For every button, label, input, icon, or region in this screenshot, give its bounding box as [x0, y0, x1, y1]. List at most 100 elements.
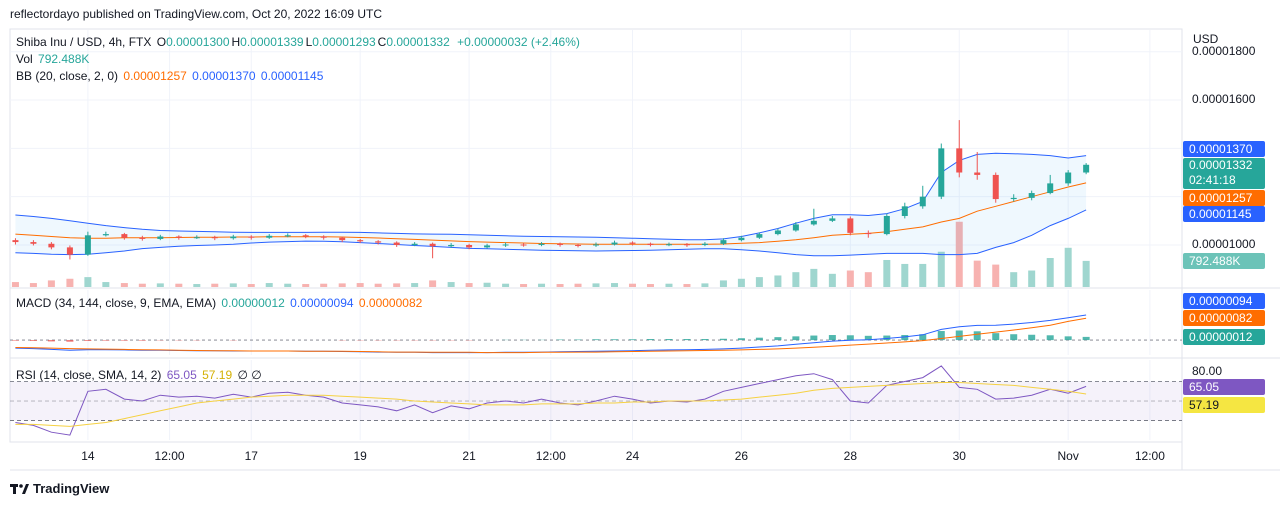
histogram-bar [828, 335, 836, 341]
volume-bar [302, 284, 310, 287]
volume-bar [937, 251, 945, 287]
candle-body [211, 237, 218, 239]
macd-legend: MACD (34, 144, close, 9, EMA, EMA) 0.000… [16, 296, 424, 310]
candle-body [756, 234, 763, 238]
histogram-bar [1028, 334, 1036, 341]
volume-bar [265, 283, 273, 287]
volume-value: 792.488K [38, 52, 90, 66]
volume-bar [1082, 260, 1090, 287]
histogram-bar [11, 340, 19, 341]
candle-body [883, 215, 890, 235]
volume-bar [120, 283, 128, 287]
volume-bar [11, 282, 19, 287]
volume-bar [810, 268, 818, 287]
candle-body [683, 244, 690, 246]
candle-body [411, 243, 418, 245]
ohlc-value: 0.00001300 [166, 35, 230, 49]
candle-body [792, 224, 799, 231]
bb-legend: BB (20, close, 2, 0) 0.00001257 0.000013… [16, 69, 325, 83]
ohlc-label: O [156, 35, 167, 49]
histogram-bar [1082, 336, 1090, 341]
volume-bar [611, 283, 619, 287]
signal-badge: 0.00000082 [1183, 310, 1265, 326]
candle-body [992, 174, 999, 200]
macd-line [15, 317, 1087, 354]
histogram-bar [719, 338, 727, 341]
candle-body [938, 148, 945, 197]
candle-body [121, 234, 128, 238]
y-tick-label: 0.00001600 [1192, 92, 1256, 106]
ohlc-value: 0.00001293 [312, 35, 376, 49]
ohlc-value: 0.00001332 [386, 35, 450, 49]
volume-legend: Vol 792.488K [16, 52, 91, 66]
candle-body [429, 243, 436, 247]
bb-fill [15, 153, 1087, 256]
candle-body [1047, 183, 1054, 194]
axis-title: USD [1193, 32, 1219, 46]
volume-bar [229, 283, 237, 287]
volume-bar [247, 284, 255, 287]
candle-body [919, 196, 926, 207]
candle-body [1028, 193, 1035, 198]
candle-body [1083, 164, 1090, 173]
candle-body [193, 237, 200, 239]
rsi-sma-badge: 57.19 [1183, 397, 1265, 413]
histogram-bar [992, 333, 1000, 341]
volume-bar [683, 284, 691, 287]
candle-body [139, 237, 146, 239]
candle-body [1065, 172, 1072, 184]
candle-body [375, 241, 382, 243]
volume-bar [465, 283, 473, 287]
ohlc: O0.00001300 H0.00001339 L0.00001293 C0.0000… [157, 35, 452, 49]
candle-body [974, 172, 981, 175]
x-tick-label: Nov [1058, 449, 1079, 463]
histogram-bar [955, 330, 963, 341]
histogram-bar [611, 339, 619, 341]
histogram-bar [737, 338, 745, 341]
ohlc-label: C [377, 35, 387, 49]
x-tick-label: 21 [462, 449, 476, 463]
histogram-bar [592, 339, 600, 341]
candle-body [393, 242, 400, 245]
candle-body [502, 244, 509, 246]
volume-bar [374, 283, 382, 287]
candle-body [284, 235, 291, 237]
rsi-name: RSI (14, close, SMA, 14, 2) [16, 368, 162, 382]
candle-body [901, 206, 908, 216]
plot [10, 30, 1182, 440]
bb-upper-badge: 0.00001370 [1183, 141, 1265, 157]
candle-body [357, 240, 364, 242]
histogram-bar [628, 339, 636, 341]
candle-body [48, 243, 55, 248]
macd-badge: 0.00000094 [1183, 293, 1265, 309]
volume-bar [883, 259, 891, 287]
countdown: 02:41:18 [1189, 173, 1236, 187]
volume-bar [665, 283, 673, 287]
volume-bar [792, 272, 800, 287]
candle-body [629, 242, 636, 244]
histogram-bar [774, 337, 782, 341]
x-tick-label: 19 [354, 449, 368, 463]
candle-body [829, 218, 836, 221]
x-tick-label: 26 [735, 449, 749, 463]
last-price: 0.00001332 [1189, 158, 1253, 172]
candle-body [810, 220, 817, 225]
x-tick-label: 12:00 [536, 449, 566, 463]
volume-bar [846, 270, 854, 287]
histogram-bar [47, 340, 55, 342]
bb-basis [15, 182, 1087, 245]
macd-signal-value: 0.00000082 [358, 296, 423, 310]
volume-bar [411, 283, 419, 287]
bb-basis-value: 0.00001257 [123, 69, 187, 83]
candle-body [538, 243, 545, 245]
volume-bar [574, 283, 582, 287]
candle-body [575, 244, 582, 246]
volume-bar [1010, 272, 1018, 287]
bb-basis-badge: 0.00001257 [1183, 190, 1265, 206]
candle-body [738, 237, 745, 241]
price-badge: 0.00001332 02:41:18 [1183, 158, 1265, 189]
volume-bar [156, 283, 164, 287]
volume-bar [66, 278, 74, 287]
